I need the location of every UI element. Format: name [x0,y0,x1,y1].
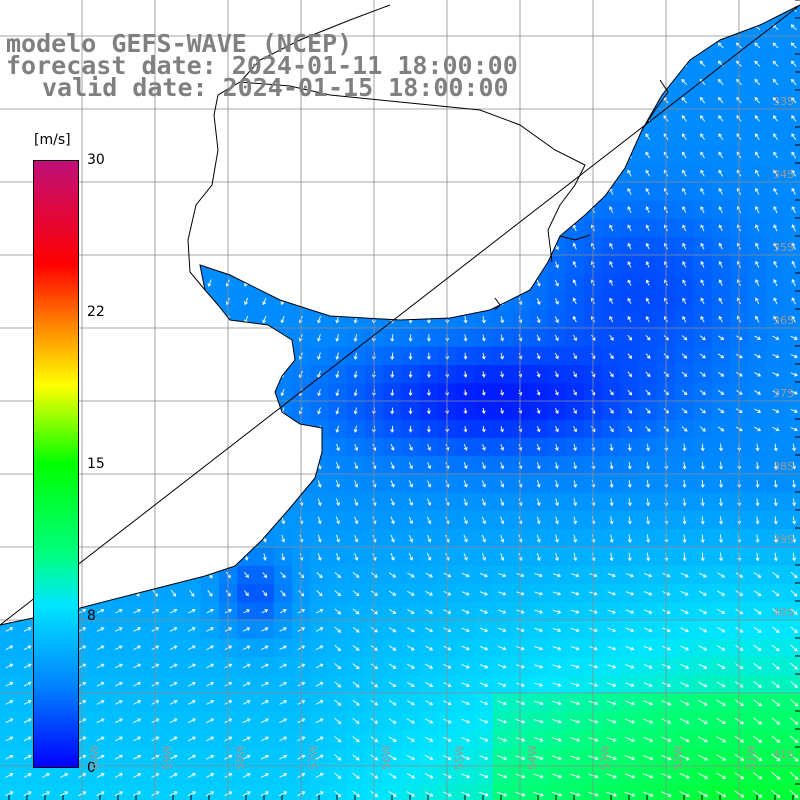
lat-label-40s: 40S [773,606,794,619]
lat-label-36s: 36S [773,314,794,327]
colorbar-tick-8: 8 [87,608,96,624]
title-model: modelo GEFS-WAVE (NCEP) [6,29,353,58]
lat-label-37s: 37S [773,387,794,400]
colorbar-unit: [m/s] [34,132,71,148]
lon-label-54w: 54W [526,745,539,770]
lon-label-57w: 57W [307,745,320,770]
coastline [0,4,800,626]
lon-label-59w: 59W [161,745,174,770]
title-forecast-date: forecast date: 2024-01-11 18:00:00 [6,51,518,80]
lat-label-33s: 33S [773,95,794,108]
lat-label-39s: 39S [773,533,794,546]
lat-label-34s: 34S [773,168,794,181]
colorbar-tick-0: 0 [87,760,96,776]
colorbar-tick-30: 30 [87,152,105,168]
colorbar-tick-15: 15 [87,456,105,472]
lon-label-60w: 60W [88,745,101,770]
colorbar-tick-22: 22 [87,304,105,320]
title-valid-date: valid date: 2024-01-15 18:00:00 [42,73,509,102]
lon-label-51w: 51W [745,745,758,770]
lat-label-35s: 35S [773,241,794,254]
lon-label-52w: 52W [672,745,685,770]
lon-label-55w: 55W [453,745,466,770]
lon-label-53w: 53W [599,745,612,770]
colorbar [33,160,79,768]
lon-label-58w: 58W [234,745,247,770]
lat-label-38s: 38S [773,460,794,473]
lon-label-56w: 56W [380,745,393,770]
lat-label-41s: 41S [773,748,794,761]
